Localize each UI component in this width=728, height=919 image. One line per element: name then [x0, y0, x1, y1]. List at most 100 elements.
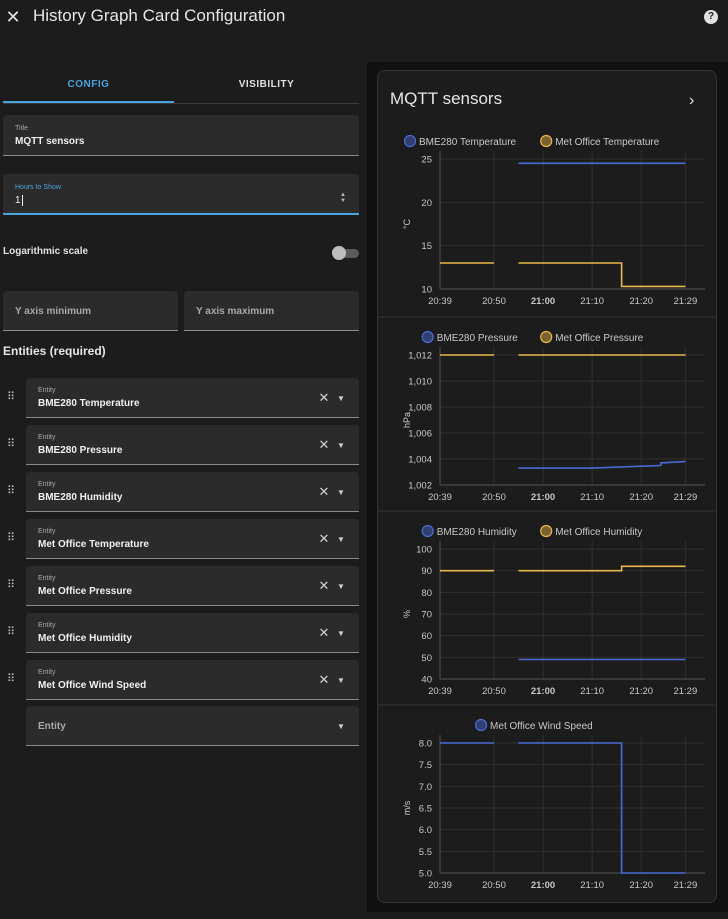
x-tick-label: 21:29: [673, 880, 697, 891]
chevron-down-icon[interactable]: ▼: [337, 676, 345, 685]
chevron-down-icon[interactable]: ▼: [337, 394, 345, 403]
y-axis-min-field[interactable]: Y axis minimum: [3, 291, 178, 331]
chevron-down-icon[interactable]: ▼: [337, 582, 345, 591]
log-scale-toggle[interactable]: [335, 249, 359, 258]
drag-handle-icon[interactable]: ⠿: [7, 673, 15, 685]
dialog-header: ✕ History Graph Card Configuration ?: [0, 0, 728, 36]
y-axis-label: °C: [402, 218, 412, 229]
x-tick-label: 20:39: [428, 880, 452, 891]
y-tick-label: 25: [421, 155, 432, 166]
entity-field-value: Met Office Temperature: [38, 539, 149, 550]
series-line: [518, 262, 686, 288]
entity-field[interactable]: Entity Met Office Humidity ✕ ▼: [26, 613, 359, 653]
x-tick-label: 21:20: [629, 296, 653, 307]
y-tick-label: 5.5: [419, 847, 432, 858]
clear-icon[interactable]: ✕: [318, 484, 330, 499]
legend-swatch: [421, 524, 434, 538]
entity-field[interactable]: Entity BME280 Temperature ✕ ▼: [26, 378, 359, 418]
x-tick-label: 21:10: [580, 686, 604, 697]
y-tick-label: 100: [416, 545, 432, 556]
drag-handle-icon[interactable]: ⠿: [7, 391, 15, 403]
x-tick-label: 21:10: [580, 880, 604, 891]
entity-field-value: BME280 Humidity: [38, 492, 123, 503]
y-tick-label: 50: [421, 653, 432, 664]
x-tick-label: 20:39: [428, 296, 452, 307]
legend-swatch: [474, 718, 488, 732]
y-axis-max-field[interactable]: Y axis maximum: [184, 291, 359, 331]
drag-handle-icon[interactable]: ⠿: [7, 485, 15, 497]
entity-field-value: Met Office Humidity: [38, 633, 132, 644]
tab-config[interactable]: CONFIG: [3, 72, 174, 103]
drag-handle-icon[interactable]: ⠿: [7, 438, 15, 450]
y-tick-label: 1,002: [408, 481, 432, 492]
legend-swatch: [540, 524, 553, 538]
x-tick-label: 21:10: [580, 296, 604, 307]
y-tick-label: 6.0: [419, 825, 432, 836]
help-icon[interactable]: ?: [704, 10, 718, 24]
entity-field-value: Met Office Pressure: [38, 586, 132, 597]
new-entity-placeholder: Entity: [38, 721, 66, 732]
x-tick-label: 21:10: [580, 492, 604, 503]
legend-label: BME280 Temperature: [419, 137, 517, 148]
history-graph-card: MQTT sensors › BME280 Temperature Met Off…: [377, 70, 717, 903]
chevron-right-icon[interactable]: ›: [689, 92, 695, 109]
y-axis-max-placeholder: Y axis maximum: [196, 306, 275, 317]
chevron-down-icon[interactable]: ▼: [337, 629, 345, 638]
x-tick-label: 20:39: [428, 686, 452, 697]
clear-icon[interactable]: ✕: [318, 390, 330, 405]
history-charts: BME280 Temperature Met Office Temperature…: [378, 134, 716, 891]
x-tick-label: 21:00: [531, 686, 555, 697]
y-axis-label: %: [402, 610, 412, 618]
close-icon[interactable]: ✕: [5, 7, 21, 27]
legend-label: Met Office Humidity: [555, 527, 642, 538]
x-tick-label: 21:20: [629, 686, 653, 697]
entity-field[interactable]: Entity BME280 Humidity ✕ ▼: [26, 472, 359, 512]
entity-field[interactable]: Entity BME280 Pressure ✕ ▼: [26, 425, 359, 465]
drag-handle-icon[interactable]: ⠿: [7, 579, 15, 591]
y-tick-label: 70: [421, 610, 432, 621]
x-tick-label: 21:00: [531, 296, 555, 307]
y-axis-label: m/s: [402, 800, 412, 815]
series-line: [518, 742, 686, 874]
chevron-down-icon[interactable]: ▼: [337, 488, 345, 497]
entity-field[interactable]: Entity Met Office Temperature ✕ ▼: [26, 519, 359, 559]
clear-icon[interactable]: ✕: [318, 672, 330, 687]
y-tick-label: 40: [421, 675, 432, 686]
clear-icon[interactable]: ✕: [318, 625, 330, 640]
clear-icon[interactable]: ✕: [318, 437, 330, 452]
entity-field-label: Entity: [38, 669, 56, 676]
y-tick-label: 10: [421, 285, 432, 296]
chevron-down-icon[interactable]: ▼: [337, 722, 345, 731]
chevron-down-icon[interactable]: ▼: [337, 535, 345, 544]
hours-field-value: 1: [15, 195, 23, 206]
x-tick-label: 20:50: [482, 686, 506, 697]
legend-label: Met Office Temperature: [555, 137, 660, 148]
x-tick-label: 21:29: [673, 492, 697, 503]
clear-icon[interactable]: ✕: [318, 578, 330, 593]
clear-icon[interactable]: ✕: [318, 531, 330, 546]
new-entity-field[interactable]: Entity ▼: [26, 706, 359, 746]
log-scale-toggle-thumb[interactable]: [332, 246, 346, 260]
y-tick-label: 15: [421, 241, 432, 252]
x-tick-label: 20:50: [482, 880, 506, 891]
y-tick-label: 60: [421, 631, 432, 642]
tab-visibility[interactable]: VISIBILITY: [238, 79, 295, 90]
legend-label: Met Office Pressure: [555, 333, 644, 344]
hours-to-show-field[interactable]: Hours to Show 1 ▲ ▼: [3, 174, 359, 215]
card-title: MQTT sensors: [390, 89, 503, 108]
entity-field[interactable]: Entity Met Office Pressure ✕ ▼: [26, 566, 359, 606]
title-field-value: MQTT sensors: [15, 136, 85, 147]
entity-field[interactable]: Entity Met Office Wind Speed ✕ ▼: [26, 660, 359, 700]
legend-swatch: [403, 134, 417, 148]
y-tick-label: 5.0: [419, 869, 432, 880]
y-tick-label: 1,004: [408, 455, 432, 466]
y-tick-label: 8.0: [419, 739, 432, 750]
number-spinner-icon[interactable]: ▲ ▼: [340, 192, 346, 204]
chevron-down-icon[interactable]: ▼: [337, 441, 345, 450]
drag-handle-icon[interactable]: ⠿: [7, 532, 15, 544]
drag-handle-icon[interactable]: ⠿: [7, 626, 15, 638]
title-field[interactable]: Title MQTT sensors: [3, 115, 359, 156]
y-tick-label: 7.0: [419, 782, 432, 793]
y-axis-min-placeholder: Y axis minimum: [15, 306, 91, 317]
entity-field-label: Entity: [38, 481, 56, 488]
